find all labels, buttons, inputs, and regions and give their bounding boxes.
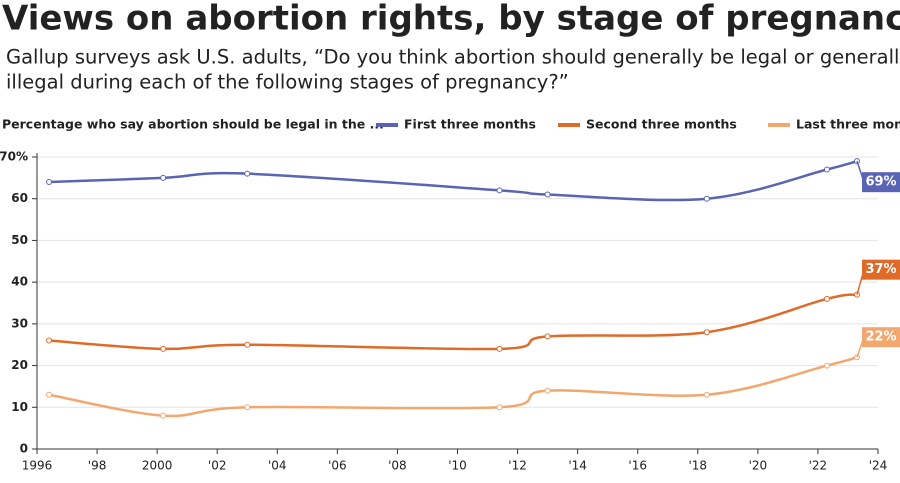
data-point <box>544 191 551 198</box>
x-tick-label: 1996 <box>22 459 53 473</box>
x-tick-label: '10 <box>448 459 467 473</box>
x-tick-label: '06 <box>328 459 347 473</box>
x-tick-label: '24 <box>869 459 888 473</box>
legend-label: Second three months <box>586 117 737 132</box>
value-label: 37% <box>865 262 896 277</box>
value-label: 22% <box>865 330 896 345</box>
data-point <box>823 295 830 302</box>
x-tick-label: '98 <box>88 459 107 473</box>
data-point <box>703 195 710 202</box>
value-label-box <box>862 259 900 280</box>
data-point <box>823 166 830 173</box>
y-tick-label: 70% <box>0 150 28 164</box>
data-point <box>160 412 167 419</box>
x-tick-label: '14 <box>568 459 587 473</box>
series-line <box>48 293 858 351</box>
x-tick-label: '08 <box>388 459 407 473</box>
data-point <box>496 345 503 352</box>
x-tick-label: '18 <box>688 459 707 473</box>
y-tick-label: 20 <box>11 358 28 372</box>
y-tick-label: 40 <box>11 275 28 289</box>
y-tick-label: 60 <box>11 191 28 205</box>
legend-label: Last three months <box>796 117 900 132</box>
data-point <box>244 170 251 177</box>
data-point <box>496 187 503 194</box>
y-tick-label: 10 <box>11 400 28 414</box>
data-point <box>823 362 830 369</box>
legend-label: First three months <box>404 117 536 132</box>
subtitle: Gallup surveys ask U.S. adults, “Do you … <box>6 46 900 69</box>
value-label-box <box>862 172 900 193</box>
y-tick-label: 30 <box>11 316 28 330</box>
chart-title: Views on abortion rights, by stage of pr… <box>2 0 900 39</box>
x-tick-label: '02 <box>208 459 227 473</box>
x-tick-label: '20 <box>749 459 768 473</box>
data-point <box>244 404 251 411</box>
value-label-box <box>862 327 900 348</box>
y-tick-label: 0 <box>20 442 28 456</box>
data-point <box>703 391 710 398</box>
x-tick-label: '16 <box>628 459 647 473</box>
data-point <box>46 337 53 344</box>
x-tick-label: '22 <box>809 459 828 473</box>
data-point <box>160 345 167 352</box>
data-point <box>544 387 551 394</box>
x-tick-label: 2000 <box>142 459 173 473</box>
legend-title: Percentage who say abortion should be le… <box>2 117 384 132</box>
data-point <box>544 333 551 340</box>
series-line <box>48 356 858 418</box>
data-point <box>46 179 53 186</box>
data-point <box>46 391 53 398</box>
data-point <box>160 174 167 181</box>
data-point <box>496 404 503 411</box>
value-label: 69% <box>865 175 896 190</box>
series-line <box>48 159 858 202</box>
x-tick-label: '04 <box>268 459 287 473</box>
data-point <box>703 329 710 336</box>
data-point <box>244 341 251 348</box>
subtitle: illegal during each of the following sta… <box>6 71 569 94</box>
y-tick-label: 50 <box>11 233 28 247</box>
x-tick-label: '12 <box>508 459 527 473</box>
